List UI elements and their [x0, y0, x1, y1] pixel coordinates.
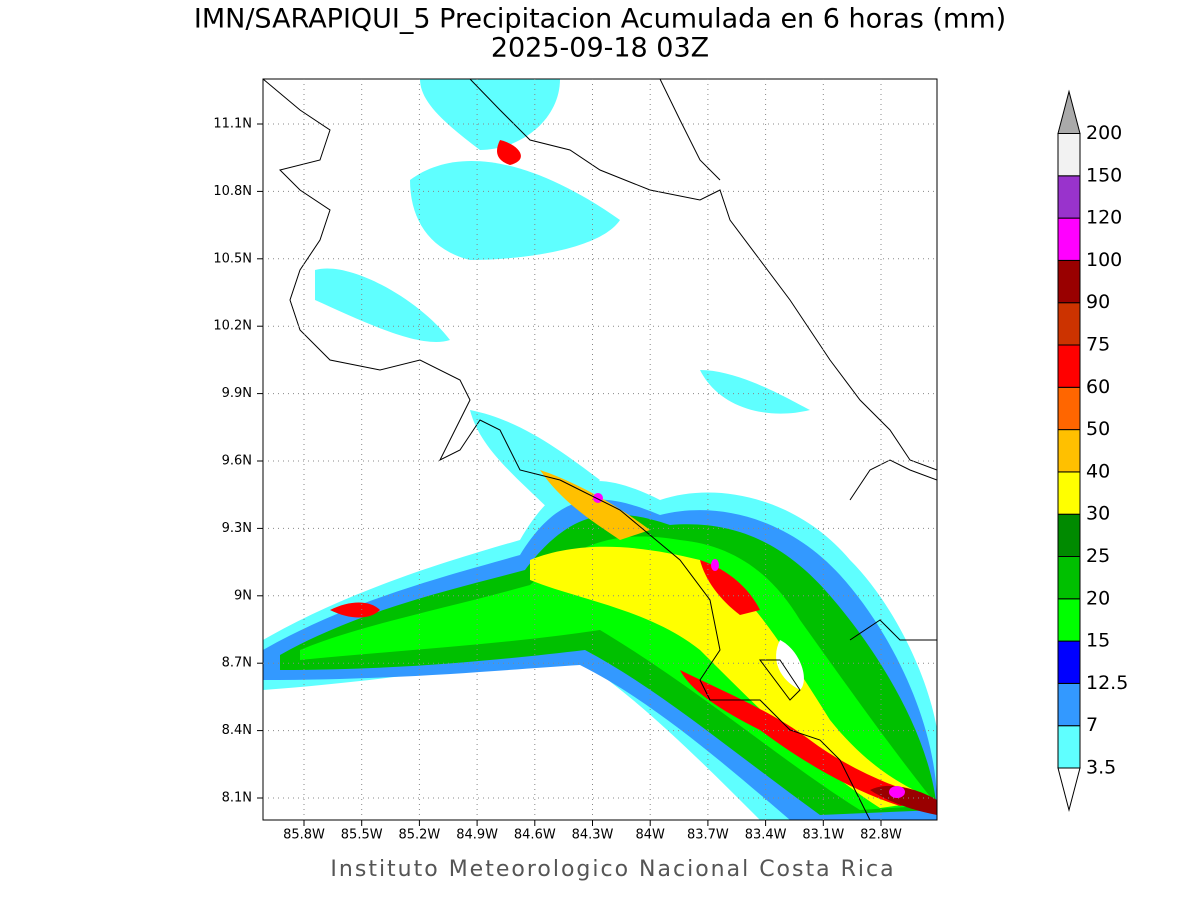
lon-label: 83.1W: [802, 828, 844, 843]
colorbar-label: 40: [1086, 460, 1110, 482]
lon-label: 83.4W: [745, 828, 787, 843]
colorbar-label: 25: [1086, 545, 1110, 567]
lat-label: 9.3N: [222, 521, 252, 536]
colorbar-box: [1057, 640, 1081, 684]
lat-label: 11.1N: [213, 117, 252, 132]
lon-label: 85.5W: [341, 828, 383, 843]
colorbar-label: 60: [1086, 376, 1110, 398]
colorbar-label: 30: [1086, 503, 1110, 525]
title: IMN/SARAPIQUI_5 Precipitacion Acumulada …: [194, 4, 1006, 35]
colorbar-label: 12.5: [1086, 672, 1128, 694]
lat-label: 10.2N: [213, 319, 252, 334]
colorbar-box: [1057, 682, 1081, 727]
lat-label: 9.9N: [222, 386, 252, 401]
lat-label: 9N: [234, 588, 252, 603]
colorbar-box: [1057, 471, 1081, 515]
colorbar-box: [1057, 386, 1081, 431]
colorbar-box: [1057, 513, 1081, 558]
colorbar-label: 120: [1086, 207, 1122, 229]
lon-label: 83.7W: [687, 828, 729, 843]
colorbar-label: 7: [1086, 714, 1098, 736]
colorbar-label: 200: [1086, 122, 1122, 144]
lon-label: 84.3W: [572, 828, 614, 843]
lon-label: 85.8W: [283, 828, 325, 843]
lat-label: 8.7N: [222, 656, 252, 671]
lon-label: 84.6W: [514, 828, 556, 843]
colorbar-box: [1057, 217, 1081, 261]
colorbar-above: [1057, 89, 1081, 134]
colorbar-label: 75: [1086, 334, 1110, 356]
lat-label: 8.4N: [222, 723, 252, 738]
colorbar-label: 20: [1086, 587, 1110, 609]
lat-label: 10.8N: [213, 184, 252, 199]
colorbar-label: 90: [1086, 291, 1110, 313]
colorbar-box: [1057, 302, 1081, 346]
lat-label: 10.5N: [213, 251, 252, 266]
colorbar-label: 150: [1086, 164, 1122, 186]
colorbar-label: 50: [1086, 418, 1110, 440]
lon-label: 84.9W: [456, 828, 498, 843]
coastline: [263, 79, 937, 820]
colorbar-box: [1057, 598, 1081, 642]
colorbar-box: [1057, 344, 1081, 388]
colorbar-box: [1057, 259, 1081, 304]
lat-label: 9.6N: [222, 454, 252, 469]
colorbar-label: 100: [1086, 249, 1122, 271]
footer: Instituto Meteorologico Nacional Costa R…: [330, 857, 895, 882]
colorbar-label: 15: [1086, 630, 1110, 652]
colorbar-label: 3.5: [1086, 757, 1116, 779]
subtitle: 2025-09-18 03Z: [491, 33, 709, 64]
lon-label: 84W: [635, 828, 665, 843]
lon-label: 82.8W: [860, 828, 902, 843]
precip-field: [263, 79, 937, 820]
colorbar-box: [1057, 175, 1081, 219]
colorbar-box: [1057, 556, 1081, 600]
lon-label: 85.2W: [398, 828, 440, 843]
map-frame: [262, 78, 938, 821]
lat-label: 8.1N: [222, 791, 252, 806]
colorbar-box: [1057, 725, 1081, 769]
colorbar-box: [1057, 429, 1081, 473]
colorbar-below: [1057, 767, 1081, 812]
colorbar-box: [1057, 133, 1081, 177]
